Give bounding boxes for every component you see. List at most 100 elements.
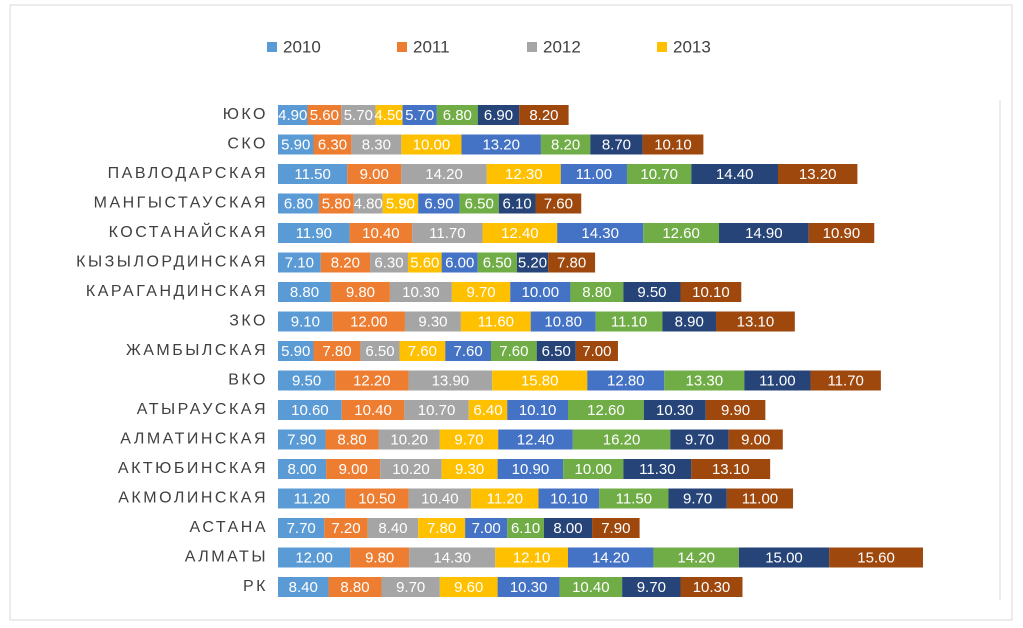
- bar-segment: [548, 252, 596, 273]
- bar-segment: [538, 488, 600, 509]
- bar-segment: [278, 134, 314, 155]
- data-label: 10.50: [358, 490, 396, 507]
- bar-segment: [408, 488, 472, 509]
- bar-segment: [777, 164, 858, 184]
- data-label: 6.50: [542, 343, 571, 360]
- data-label: 13.30: [686, 372, 724, 389]
- bar-segment: [642, 134, 704, 155]
- category-label: СКО: [227, 136, 268, 153]
- data-label: 11.10: [611, 313, 647, 330]
- bar-segment: [716, 311, 795, 332]
- bar-segment: [441, 252, 478, 273]
- bar-segment: [351, 134, 402, 155]
- data-label: 8.20: [551, 136, 580, 153]
- data-label: 7.80: [322, 343, 351, 360]
- data-label: 5.90: [281, 136, 310, 153]
- data-label: 10.70: [640, 166, 678, 183]
- bar-segment: [404, 311, 461, 332]
- data-label: 14.40: [716, 166, 754, 183]
- data-label: 10.30: [693, 579, 731, 596]
- bar-segment: [320, 252, 371, 273]
- category-label: ВКО: [228, 372, 268, 389]
- data-label: 10.90: [823, 225, 861, 242]
- data-label: 10.60: [291, 402, 329, 419]
- data-label: 6.50: [365, 343, 394, 360]
- bar-segment: [568, 547, 654, 568]
- bar-segment: [507, 400, 569, 420]
- bar-segment: [278, 370, 336, 391]
- data-label: 11.00: [759, 372, 795, 389]
- category-label: АКМОЛИНСКАЯ: [118, 490, 268, 507]
- data-label: 14.30: [581, 225, 619, 242]
- bar-segment: [380, 459, 442, 479]
- bar-segment: [418, 518, 466, 538]
- data-label: 9.00: [741, 431, 770, 448]
- data-label: 12.10: [513, 549, 551, 566]
- data-label: 10.20: [392, 461, 430, 478]
- data-label: 9.70: [454, 431, 483, 448]
- data-label: 7.60: [499, 343, 528, 360]
- legend-label: 2011: [413, 37, 450, 56]
- data-label: 6.00: [445, 254, 474, 271]
- bar-segment: [330, 282, 390, 302]
- bar-segment: [461, 134, 541, 155]
- bar-segment: [519, 105, 569, 125]
- data-label: 10.30: [402, 284, 440, 301]
- data-label: 12.40: [501, 225, 539, 242]
- bar-segment: [278, 488, 346, 509]
- category-label: РК: [243, 578, 268, 595]
- category-label: АКТЮБИНСКАЯ: [118, 460, 268, 477]
- data-label: 12.00: [295, 549, 333, 566]
- bar-segment: [495, 547, 569, 568]
- bar-segment: [278, 223, 350, 243]
- legend-swatch: [267, 42, 277, 52]
- data-label: 10.10: [550, 490, 588, 507]
- data-label: 10.40: [354, 402, 392, 419]
- bar-segment: [278, 252, 321, 273]
- category-label: ЮКО: [223, 106, 268, 123]
- data-label: 4.80: [354, 195, 383, 212]
- bar-segment: [592, 518, 640, 538]
- bar-segment: [399, 341, 446, 361]
- data-label: 16.20: [603, 431, 641, 448]
- data-label: 5.80: [322, 195, 351, 212]
- data-label: 13.10: [712, 461, 750, 478]
- data-label: 8.20: [529, 107, 558, 124]
- bar-segment: [341, 400, 405, 420]
- bar-segment: [318, 193, 354, 214]
- legend-label: 2010: [283, 37, 321, 56]
- data-label: 6.40: [473, 402, 502, 419]
- bar-segment: [278, 429, 326, 450]
- legend-swatch: [527, 42, 537, 52]
- bar-segment: [341, 105, 376, 125]
- data-label: 12.00: [350, 313, 388, 330]
- bar-segment: [728, 429, 783, 450]
- bar-segment: [543, 518, 593, 538]
- bar-segment: [278, 459, 327, 479]
- data-label: 5.70: [405, 107, 434, 124]
- bar-segment: [477, 252, 517, 273]
- category-label: ЖАМБЫЛСКАЯ: [126, 342, 268, 359]
- bar-segment: [691, 459, 771, 479]
- data-label: 7.80: [557, 254, 586, 271]
- bar-segment: [445, 341, 491, 361]
- data-label: 5.60: [410, 254, 439, 271]
- data-label: 6.30: [318, 136, 347, 153]
- bar-segment: [535, 193, 582, 214]
- bar-segment: [705, 400, 766, 420]
- data-label: 9.70: [683, 490, 712, 507]
- data-label: 10.10: [654, 136, 692, 153]
- bar-segment: [412, 223, 483, 243]
- category-label: АЛМАТИНСКАЯ: [120, 431, 268, 448]
- data-label: 11.50: [294, 166, 330, 183]
- bar-segment: [662, 311, 717, 332]
- bar-segment: [664, 370, 745, 391]
- bar-segment: [560, 164, 627, 184]
- bar-segment: [471, 488, 539, 509]
- data-label: 7.10: [285, 254, 314, 271]
- data-label: 7.00: [582, 343, 611, 360]
- bar-segment: [468, 400, 508, 420]
- data-label: 9.30: [455, 461, 484, 478]
- data-label: 11.90: [296, 225, 332, 242]
